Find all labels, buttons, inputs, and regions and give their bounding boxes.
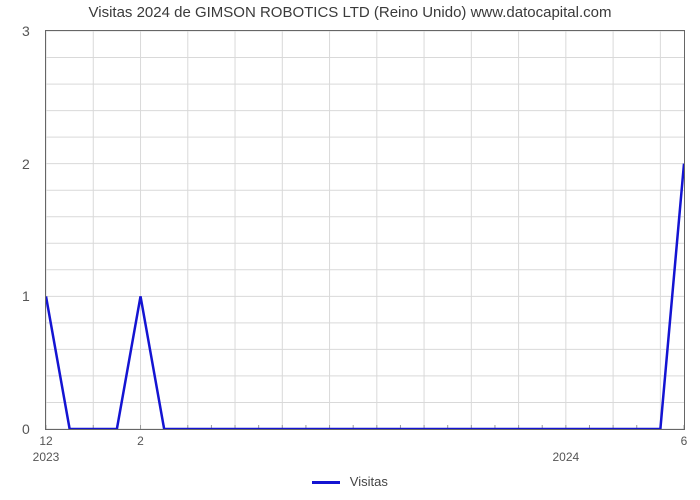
plot-svg xyxy=(46,31,684,429)
y-tick-label: 1 xyxy=(22,288,30,304)
y-tick-label: 0 xyxy=(22,421,30,437)
plot-area xyxy=(45,30,685,430)
chart-container: Visitas 2024 de GIMSON ROBOTICS LTD (Rei… xyxy=(0,0,700,500)
legend: Visitas xyxy=(0,474,700,489)
y-tick-label: 2 xyxy=(22,156,30,172)
x-tick-sublabel: 2024 xyxy=(552,450,579,464)
x-tick-sublabel: 2023 xyxy=(33,450,60,464)
x-tick-label: 12 xyxy=(39,434,52,448)
legend-swatch xyxy=(312,481,340,484)
legend-label: Visitas xyxy=(350,474,388,489)
x-tick-label: 2 xyxy=(137,434,144,448)
y-tick-label: 3 xyxy=(22,23,30,39)
x-tick-label: 6 xyxy=(681,434,688,448)
chart-title: Visitas 2024 de GIMSON ROBOTICS LTD (Rei… xyxy=(0,4,700,21)
